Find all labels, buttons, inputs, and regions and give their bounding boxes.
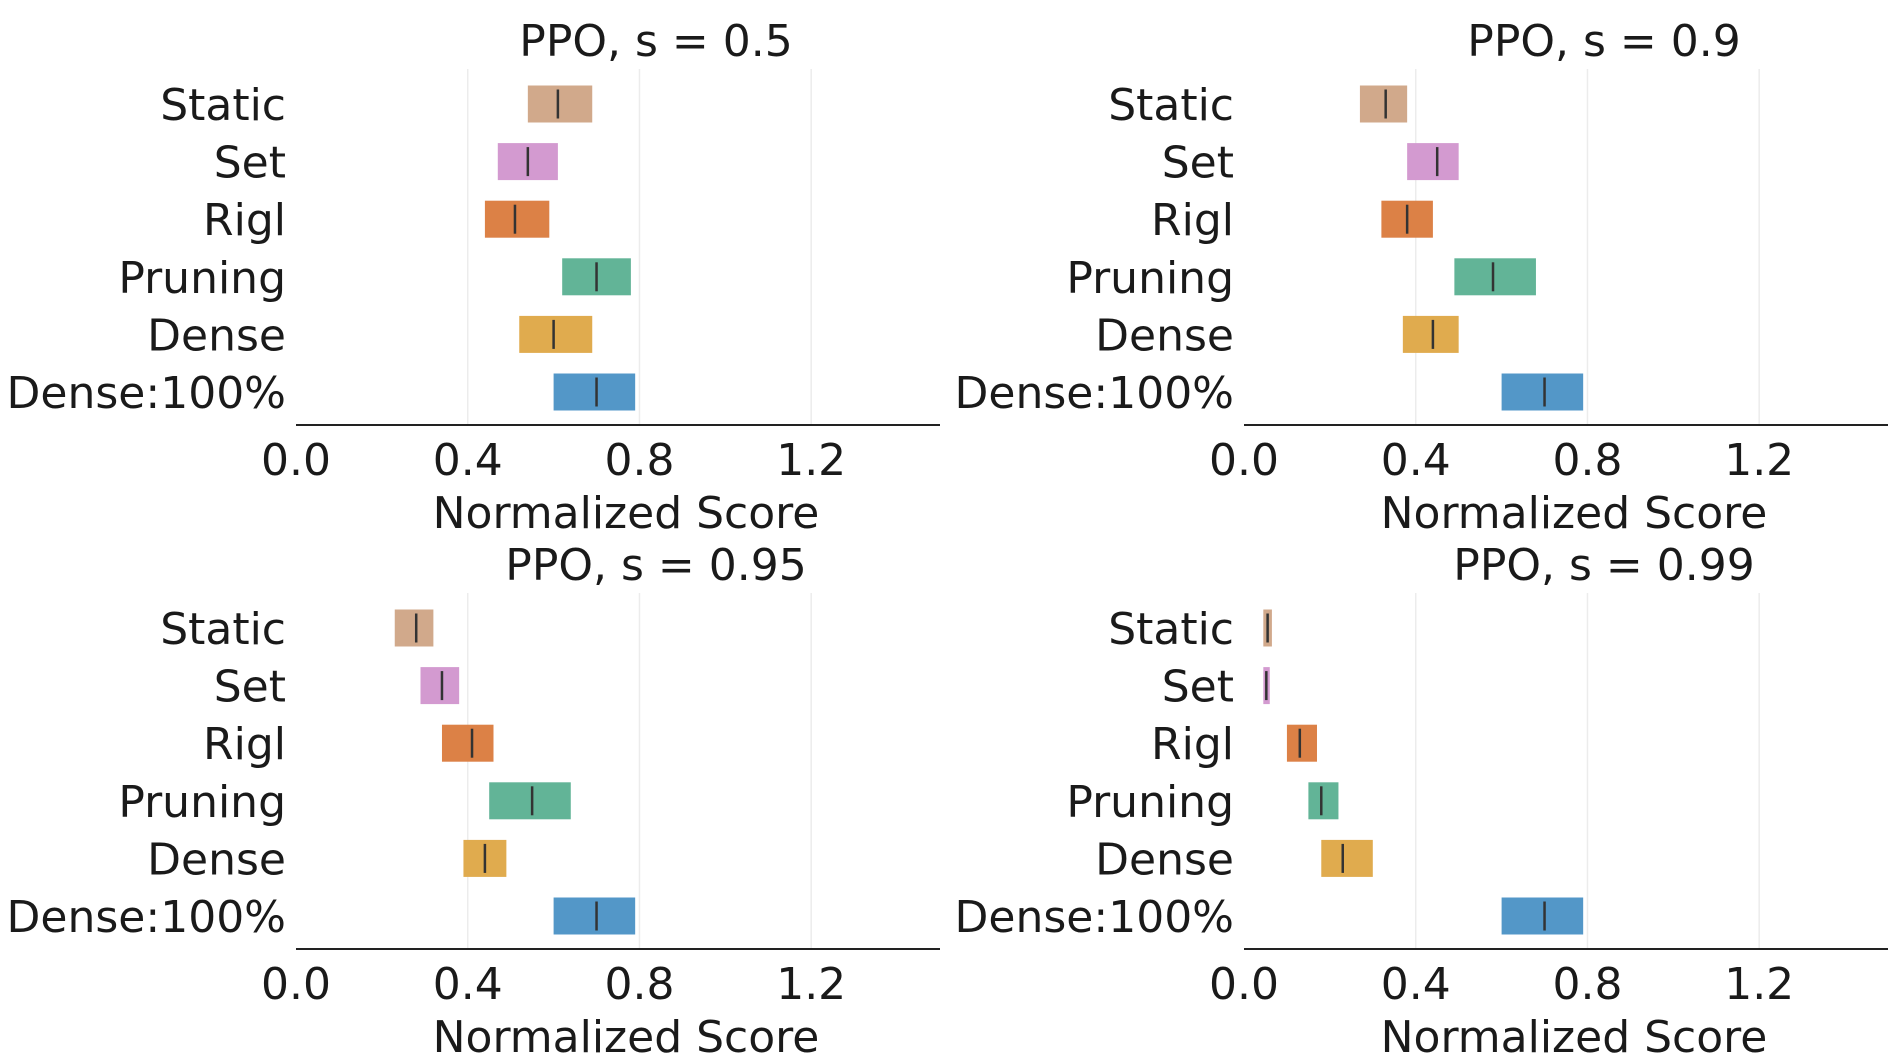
interval-bar (1286, 724, 1317, 762)
chart-panel-1: PPO, s = 0.5 Static Set Rigl Pruning Dense Den… (7, 16, 940, 539)
category-label: Dense (1095, 834, 1234, 885)
x-tick-label: 0.8 (604, 959, 674, 1010)
category-label: Rigl (1151, 719, 1234, 770)
x-tick-label: 1.2 (1724, 435, 1794, 486)
panel-title: PPO, s = 0.95 (505, 540, 806, 591)
category-label: Dense (147, 834, 286, 885)
category-label: Static (1108, 604, 1234, 655)
category-label: Set (214, 138, 286, 189)
x-tick-label: 0.0 (1209, 959, 1279, 1010)
category-label: Set (214, 662, 286, 713)
interval-bar (527, 85, 593, 123)
x-axis-label: Normalized Score (433, 1012, 820, 1056)
x-tick-label: 0.4 (433, 959, 503, 1010)
x-tick-label: 0.4 (1381, 435, 1451, 486)
category-label: Dense:100% (955, 368, 1234, 419)
interval-bar (1321, 839, 1373, 877)
interval-bar (394, 609, 434, 647)
category-label: Set (1162, 662, 1234, 713)
category-label: Pruning (118, 777, 286, 828)
category-label: Pruning (1066, 777, 1234, 828)
x-tick-label: 0.4 (1381, 959, 1451, 1010)
category-label: Dense (1095, 310, 1234, 361)
category-label: Dense:100% (7, 892, 286, 943)
interval-bar (1308, 782, 1339, 820)
panel-title: PPO, s = 0.9 (1467, 16, 1740, 67)
panel-title: PPO, s = 0.5 (519, 16, 792, 67)
category-label: Set (1162, 138, 1234, 189)
x-tick-label: 1.2 (776, 435, 846, 486)
x-axis-label: Normalized Score (1381, 1012, 1768, 1056)
category-label: Pruning (118, 253, 286, 304)
x-axis-label: Normalized Score (433, 488, 820, 539)
interval-bar (519, 315, 593, 353)
chart-panel-4: PPO, s = 0.99 Static Set Rigl Pruning Dense De… (955, 540, 1888, 1060)
interval-bar (1501, 897, 1584, 935)
interval-bar (441, 724, 494, 762)
interval-bar (1402, 315, 1459, 353)
category-label: Dense (147, 310, 286, 361)
interval-bar (420, 667, 460, 705)
interval-bar (484, 200, 550, 238)
interval-bar (1359, 85, 1408, 123)
category-label: Static (160, 80, 286, 131)
category-label: Dense:100% (955, 892, 1234, 943)
chart-panel-2: PPO, s = 0.9 Static Set Rigl Pruning Dense Den… (955, 16, 1888, 539)
panel-title: PPO, s = 0.99 (1453, 540, 1754, 591)
x-tick-label: 1.2 (776, 959, 846, 1010)
x-tick-label: 0.8 (1552, 959, 1622, 1010)
category-label: Rigl (203, 195, 286, 246)
x-tick-label: 0.0 (261, 959, 331, 1010)
x-tick-label: 0.4 (433, 435, 503, 486)
x-tick-label: 0.8 (604, 435, 674, 486)
x-tick-label: 0.8 (1552, 435, 1622, 486)
category-label: Dense:100% (7, 368, 286, 419)
x-tick-label: 0.0 (1209, 435, 1279, 486)
interval-bar (553, 897, 636, 935)
category-label: Rigl (203, 719, 286, 770)
interval-bar (1407, 143, 1459, 181)
interval-bar (553, 373, 636, 411)
x-axis-label: Normalized Score (1381, 488, 1768, 539)
interval-bar (1454, 258, 1536, 296)
interval-bar (1501, 373, 1584, 411)
interval-bar (489, 782, 571, 820)
category-label: Rigl (1151, 195, 1234, 246)
category-label: Static (160, 604, 286, 655)
x-tick-label: 0.0 (261, 435, 331, 486)
category-label: Static (1108, 80, 1234, 131)
x-tick-label: 1.2 (1724, 959, 1794, 1010)
chart-panel-3: PPO, s = 0.95 Static Set Rigl Pruning Dense De… (7, 540, 940, 1060)
category-label: Pruning (1066, 253, 1234, 304)
